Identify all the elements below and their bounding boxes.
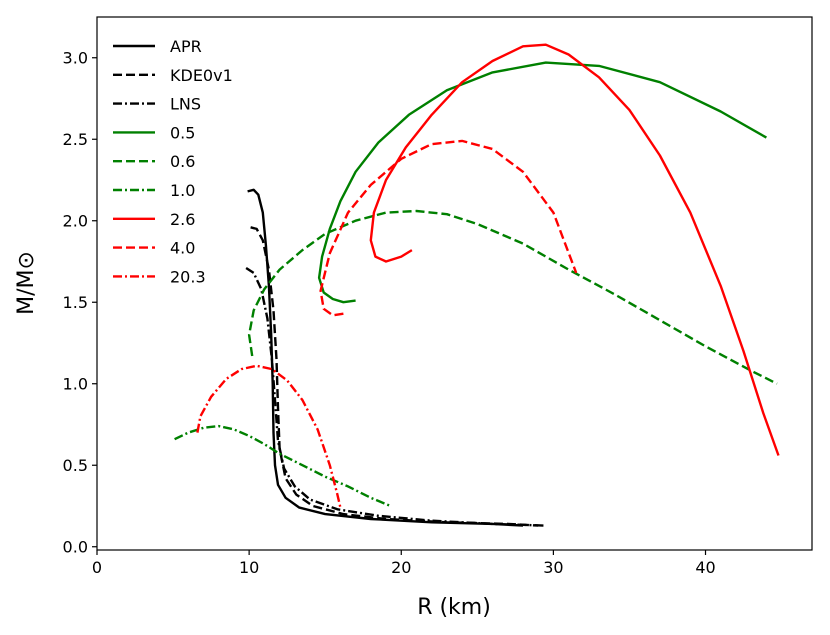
- series-line-8: [196, 364, 342, 508]
- series-lines: [174, 43, 780, 527]
- x-tick-label-0: 0: [92, 558, 102, 577]
- x-tick-label-1: 10: [239, 558, 259, 577]
- legend-label-4: 0.6: [170, 152, 195, 171]
- series-line-7: [319, 139, 578, 317]
- x-tick-label-3: 30: [543, 558, 563, 577]
- legend-label-7: 4.0: [170, 239, 195, 258]
- legend: APR KDE0v1 LNS 0.5 0.6 1.0 2.6 4.0 20.3: [113, 37, 233, 286]
- legend-label-8: 20.3: [170, 267, 206, 286]
- x-axis: 0 10 20 30 40: [92, 550, 716, 577]
- y-tick-label-4: 2.0: [63, 212, 88, 231]
- legend-label-5: 1.0: [170, 181, 195, 200]
- plot-frame: [96, 16, 813, 551]
- x-tick-label-2: 20: [391, 558, 411, 577]
- legend-label-6: 2.6: [170, 210, 195, 229]
- x-axis-label: R (km): [417, 595, 491, 620]
- x-tick-label-4: 40: [695, 558, 715, 577]
- series-line-6: [369, 43, 780, 456]
- y-tick-label-3: 1.5: [63, 293, 88, 312]
- series-line-3: [317, 61, 767, 304]
- series-line-5: [174, 424, 392, 508]
- legend-label-1: KDE0v1: [170, 66, 233, 85]
- series-line-1: [250, 226, 539, 527]
- legend-label-3: 0.5: [170, 123, 195, 142]
- y-tick-label-1: 0.5: [63, 456, 88, 475]
- legend-label-0: APR: [170, 37, 202, 56]
- series-line-4: [247, 209, 778, 385]
- legend-label-2: LNS: [170, 95, 201, 114]
- y-tick-label-5: 2.5: [63, 130, 88, 149]
- series-line-2: [245, 266, 546, 527]
- y-tick-label-6: 3.0: [63, 49, 88, 68]
- y-tick-label-2: 1.0: [63, 375, 88, 394]
- y-axis-label: M/M⊙: [14, 251, 39, 315]
- y-axis: 0.0 0.5 1.0 1.5 2.0 2.5 3.0: [63, 49, 97, 557]
- y-tick-label-0: 0.0: [63, 538, 88, 557]
